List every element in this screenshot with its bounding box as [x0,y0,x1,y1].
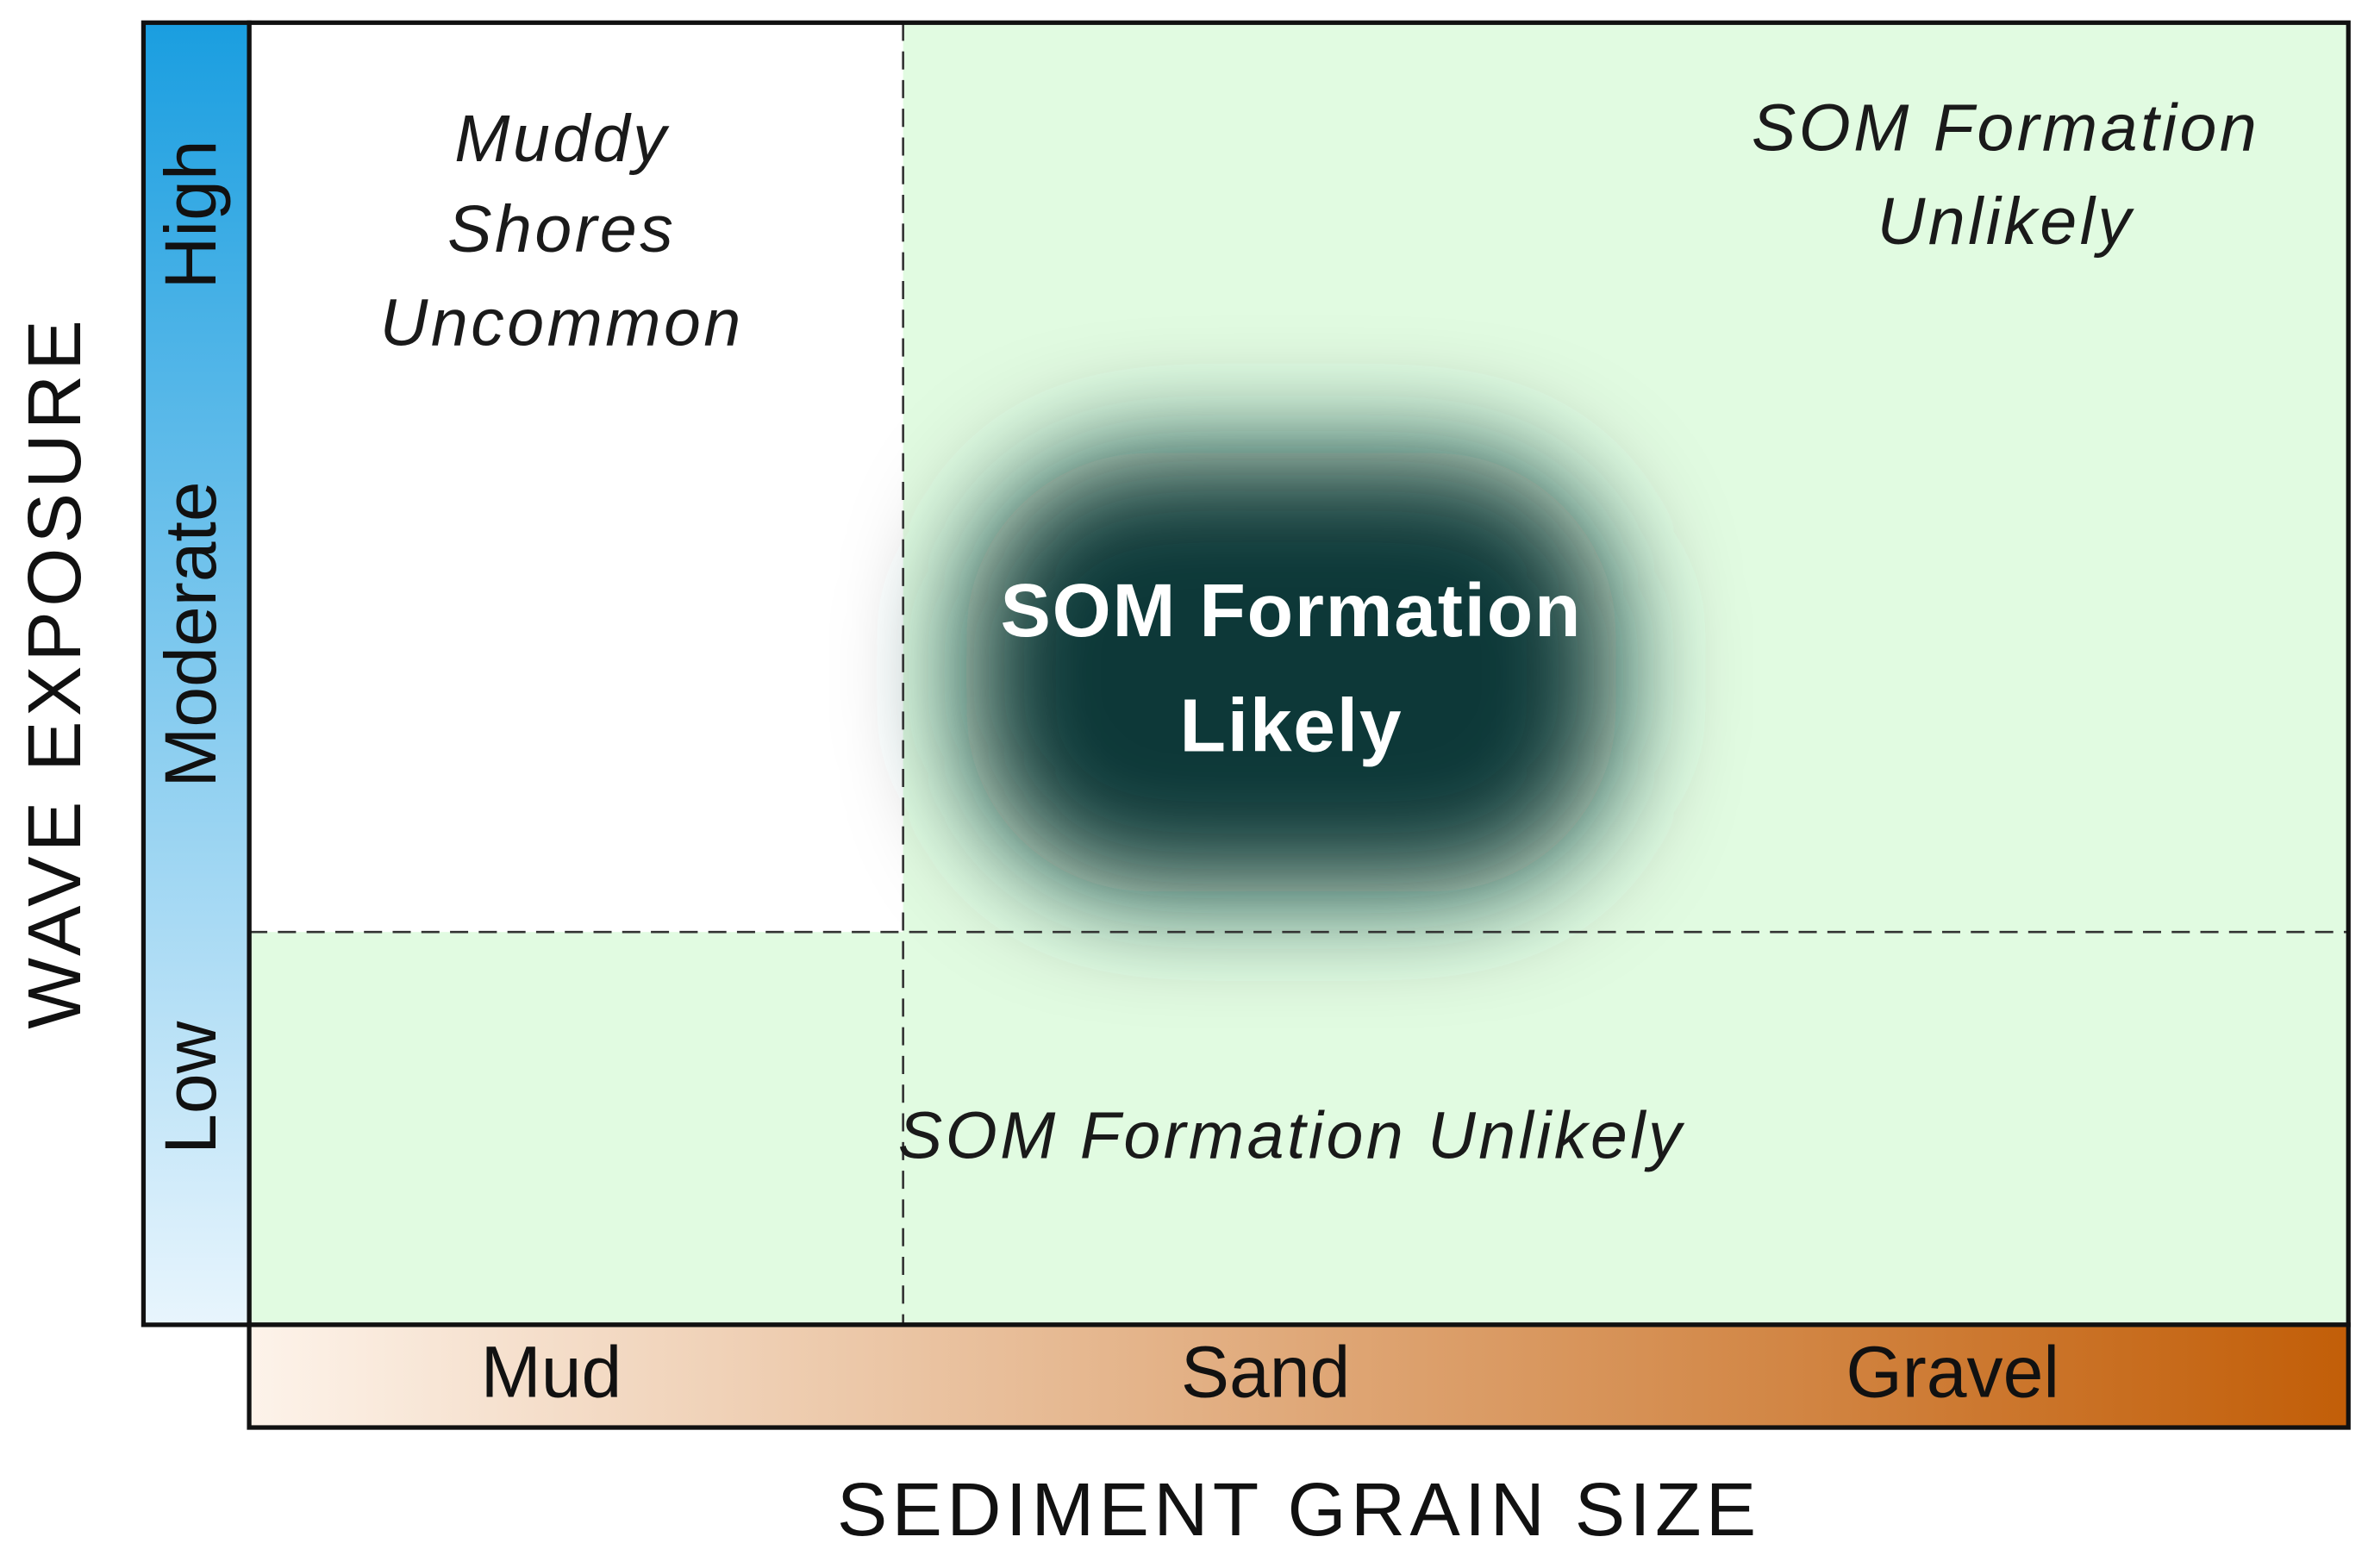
region-label: Muddy [454,102,670,176]
region-label: Likely [1179,683,1403,767]
y-level: Low [150,1021,231,1154]
y-level: High [150,140,231,289]
y-level: Moderate [150,481,231,787]
region-label: SOM Formation [1752,91,2259,166]
y-title: WAVE EXPOSURE [12,315,97,1029]
y-bar [141,20,252,1327]
likely-zone [966,453,1616,891]
region-label: SOM Formation Unlikely [898,1098,1685,1172]
region-label: SOM Formation [1001,568,1583,653]
region-label: Shores [447,192,676,266]
x-title: SEDIMENT GRAIN SIZE [837,1467,1761,1552]
x-level: Sand [1181,1331,1350,1412]
region-label: Unlikely [1878,184,2135,259]
region-label: Uncommon [380,286,744,360]
x-level: Mud [481,1331,622,1412]
x-bar [247,1322,2351,1430]
x-level: Gravel [1846,1331,2059,1412]
muddy-quadrant [249,22,903,933]
